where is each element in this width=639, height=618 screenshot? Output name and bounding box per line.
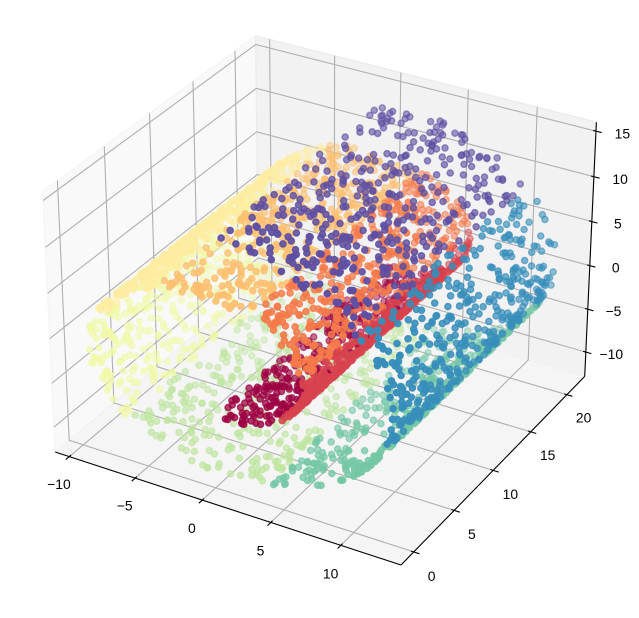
svg-text:0: 0 [612,260,620,276]
svg-text:10: 10 [503,486,519,502]
svg-text:−5: −5 [606,303,622,319]
svg-text:0: 0 [428,568,436,584]
svg-text:−10: −10 [600,346,624,362]
svg-text:10: 10 [323,566,339,582]
svg-text:20: 20 [576,410,592,426]
svg-text:15: 15 [540,447,556,463]
svg-text:15: 15 [615,125,631,141]
svg-text:−10: −10 [47,476,71,492]
svg-text:5: 5 [468,526,476,542]
svg-text:10: 10 [612,171,628,187]
svg-text:5: 5 [614,216,622,232]
svg-text:−5: −5 [117,498,133,514]
svg-text:0: 0 [188,520,196,536]
svg-text:5: 5 [257,543,265,559]
